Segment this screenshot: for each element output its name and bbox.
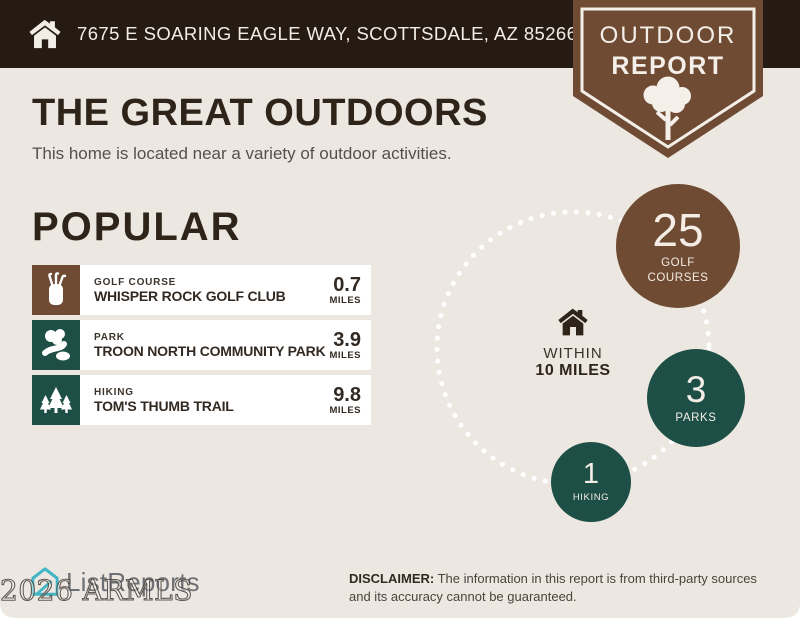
list-item-card: PARK TROON NORTH COMMUNITY PARK 3.9 MILE… (80, 320, 371, 370)
distance-value: 0.7 (333, 273, 361, 296)
disclaimer-text: The information in this report is from t… (349, 571, 757, 604)
list-item-park[interactable]: PARK TROON NORTH COMMUNITY PARK 3.9 MILE… (32, 320, 371, 370)
house-icon (558, 308, 588, 336)
list-item-card: HIKING TOM'S THUMB TRAIL 9.8 MILES (80, 375, 371, 425)
distance-unit: MILES (329, 349, 361, 361)
listreports-logo: ListReports (30, 566, 200, 598)
house-icon (29, 19, 61, 49)
distance-value: 9.8 (333, 383, 361, 406)
page-title: THE GREAT OUTDOORS (32, 92, 488, 134)
golf-courses-bubble: 25 GOLF COURSES (616, 184, 740, 308)
distance-unit: MILES (329, 404, 361, 416)
list-item-card: GOLF COURSE WHISPER ROCK GOLF CLUB 0.7 M… (80, 265, 371, 315)
property-address: 7675 E SOARING EAGLE WAY, SCOTTSDALE, AZ… (77, 23, 578, 44)
item-name: TOM'S THUMB TRAIL (94, 397, 234, 414)
parks-label: PARKS (675, 411, 717, 424)
listreports-logo-text: ListReports (66, 566, 200, 597)
outdoor-report-badge: OUTDOOR REPORT (573, 0, 763, 162)
hiking-label: HIKING (572, 492, 610, 504)
within-radius-note: WITHIN 10 MILES (503, 306, 643, 380)
item-category: PARK (94, 331, 125, 343)
listreports-house-icon (31, 567, 59, 596)
item-distance: 9.8 MILES (323, 385, 361, 416)
disclaimer: DISCLAIMER: The information in this repo… (349, 570, 773, 605)
hiking-count: 1 (582, 458, 600, 491)
park-tree-path-icon (32, 320, 80, 370)
within-distance: 10 MILES (535, 362, 611, 379)
banner-shape (573, 0, 763, 158)
list-item-hiking[interactable]: HIKING TOM'S THUMB TRAIL 9.8 MILES (32, 375, 371, 425)
parks-count: 3 (685, 368, 707, 410)
distance-value: 3.9 (333, 328, 361, 351)
golf-bag-icon (32, 265, 80, 315)
parks-bubble: 3 PARKS (647, 349, 745, 447)
item-name: WHISPER ROCK GOLF CLUB (94, 287, 286, 304)
list-item-golf-course[interactable]: GOLF COURSE WHISPER ROCK GOLF CLUB 0.7 M… (32, 265, 371, 315)
item-category: HIKING (94, 386, 134, 398)
armls-watermark: 2026 ARMLS (0, 573, 193, 607)
hiking-bubble: 1 HIKING (551, 442, 631, 522)
item-distance: 0.7 MILES (323, 275, 361, 306)
distance-unit: MILES (329, 294, 361, 306)
dotted-radius-circle (434, 209, 712, 487)
popular-heading: POPULAR (32, 205, 242, 249)
golf-courses-count: 25 (652, 204, 704, 257)
within-label: WITHIN (543, 345, 603, 362)
page-subtitle: This home is located near a variety of o… (32, 144, 452, 163)
tree-icon (643, 76, 691, 140)
disclaimer-label: DISCLAIMER: (349, 571, 435, 586)
popular-list: GOLF COURSE WHISPER ROCK GOLF CLUB 0.7 M… (32, 265, 371, 430)
badge-line2: REPORT (611, 52, 725, 80)
badge-line1: OUTDOOR (599, 22, 737, 49)
pine-trees-icon (32, 375, 80, 425)
item-category: GOLF COURSE (94, 276, 177, 288)
item-name: TROON NORTH COMMUNITY PARK (94, 342, 326, 359)
golf-courses-label: GOLF COURSES (647, 257, 709, 284)
item-distance: 3.9 MILES (323, 330, 361, 361)
